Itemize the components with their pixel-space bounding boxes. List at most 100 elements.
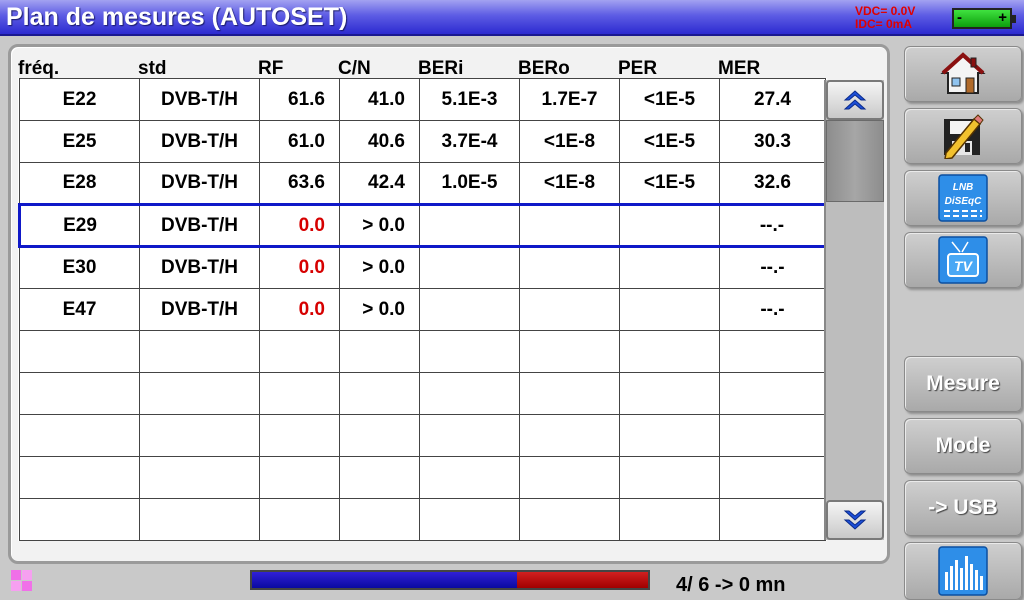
header-std: std [138, 58, 167, 79]
cell-cn: 41.0 [339, 78, 420, 121]
table-header: fréq. std RF C/N BERi BERo PER MER [18, 56, 824, 80]
cell-freq: E29 [18, 203, 140, 248]
cell-freq: E28 [19, 162, 140, 205]
cell-std [139, 330, 260, 373]
progress-filled [252, 572, 518, 588]
vdc-readout: VDC= 0.0V [855, 4, 916, 18]
tv-button[interactable]: TV [904, 232, 1022, 288]
page-title: Plan de mesures (AUTOSET) [6, 3, 348, 31]
scroll-down-button[interactable] [826, 500, 884, 540]
save-edit-button[interactable] [904, 108, 1022, 164]
cell-per [619, 414, 720, 457]
mesure-button[interactable]: Mesure [904, 356, 1022, 412]
cell-mer: 27.4 [719, 78, 826, 121]
scroll-up-button[interactable] [826, 80, 884, 120]
table-row[interactable]: E30 DVB-T/H 0.0 > 0.0 --.- [19, 246, 826, 289]
cell-cn: 42.4 [339, 162, 420, 205]
cell-mer [719, 414, 826, 457]
cell-mer [719, 456, 826, 499]
table-row[interactable] [19, 330, 826, 373]
cell-freq [19, 372, 140, 415]
cell-mer [719, 498, 826, 541]
scrollbar-thumb[interactable] [826, 120, 884, 202]
cell-beri [419, 414, 520, 457]
cell-rf: 0.0 [259, 203, 340, 248]
cell-freq [19, 414, 140, 457]
cell-beri [419, 456, 520, 499]
cell-freq: E22 [19, 78, 140, 121]
cell-cn: > 0.0 [339, 288, 420, 331]
usb-export-button[interactable]: -> USB [904, 480, 1022, 536]
spectrum-button[interactable] [904, 542, 1022, 600]
cell-cn: 40.6 [339, 120, 420, 163]
lnb-diseqc-button[interactable]: LNB DiSEqC [904, 170, 1022, 226]
cell-cn: > 0.0 [339, 246, 420, 289]
header-freq: fréq. [18, 58, 60, 79]
cell-freq: E47 [19, 288, 140, 331]
cell-cn [339, 456, 420, 499]
cell-cn [339, 498, 420, 541]
home-button[interactable] [904, 46, 1022, 102]
table-row[interactable]: E25 DVB-T/H 61.0 40.6 3.7E-4 <1E-8 <1E-5 30.3 [19, 120, 826, 163]
diseqc-label: DiSEqC [945, 196, 982, 207]
status-grid-icon [11, 570, 32, 591]
usb-export-button-label: -> USB [928, 496, 998, 519]
cell-bero: <1E-8 [519, 120, 620, 163]
table-row[interactable]: E28 DVB-T/H 63.6 42.4 1.0E-5 <1E-8 <1E-5 32.6 [19, 162, 826, 205]
table-row[interactable] [19, 498, 826, 541]
cell-mer: --.- [719, 203, 827, 248]
cell-cn [339, 330, 420, 373]
cell-bero [519, 498, 620, 541]
cell-mer [719, 372, 826, 415]
header-cn: C/N [338, 58, 371, 79]
table-row[interactable] [19, 456, 826, 499]
cell-std: DVB-T/H [139, 120, 260, 163]
cell-per [619, 288, 720, 331]
cell-rf: 0.0 [259, 246, 340, 289]
table-row[interactable]: E47 DVB-T/H 0.0 > 0.0 --.- [19, 288, 826, 331]
cell-mer: --.- [719, 288, 826, 331]
table-row[interactable]: E29 DVB-T/H 0.0 > 0.0 --.- [18, 203, 827, 248]
cell-beri [419, 246, 520, 289]
cell-std: DVB-T/H [139, 246, 260, 289]
spectrum-icon [938, 546, 988, 596]
cell-rf: 61.0 [259, 120, 340, 163]
table-row[interactable]: E22 DVB-T/H 61.6 41.0 5.1E-3 1.7E-7 <1E-5 27.4 [19, 78, 826, 121]
cell-bero [519, 372, 620, 415]
cell-mer: 30.3 [719, 120, 826, 163]
mode-button[interactable]: Mode [904, 418, 1022, 474]
cell-per [619, 246, 720, 289]
battery-icon: - + [952, 8, 1016, 29]
cell-bero [519, 203, 620, 248]
title-bar: Plan de mesures (AUTOSET) VDC= 0.0V IDC=… [0, 0, 1024, 36]
cell-beri [419, 372, 520, 415]
cell-per [619, 203, 720, 248]
lnb-label: LNB [953, 182, 974, 193]
progress-remaining [517, 572, 648, 588]
table-row[interactable] [19, 372, 826, 415]
home-icon [940, 52, 986, 94]
header-beri: BERi [418, 58, 464, 79]
cell-beri: 3.7E-4 [419, 120, 520, 163]
mode-button-label: Mode [935, 434, 991, 457]
cell-std [139, 372, 260, 415]
cell-mer [719, 330, 826, 373]
cell-bero [519, 456, 620, 499]
double-chevron-up-icon [843, 90, 867, 110]
cell-rf [259, 372, 340, 415]
table-row[interactable] [19, 414, 826, 457]
mesure-button-label: Mesure [926, 372, 1000, 395]
tv-icon: TV [938, 236, 988, 284]
cell-per: <1E-5 [619, 162, 720, 205]
cell-std: DVB-T/H [139, 203, 260, 248]
cell-bero [519, 330, 620, 373]
cell-rf [259, 330, 340, 373]
cell-bero [519, 414, 620, 457]
cell-rf: 61.6 [259, 78, 340, 121]
cell-per [619, 330, 720, 373]
battery-minus: - [957, 9, 962, 26]
cell-beri [419, 498, 520, 541]
cell-std: DVB-T/H [139, 288, 260, 331]
header-mer: MER [718, 58, 761, 79]
battery-plus: + [998, 9, 1007, 26]
